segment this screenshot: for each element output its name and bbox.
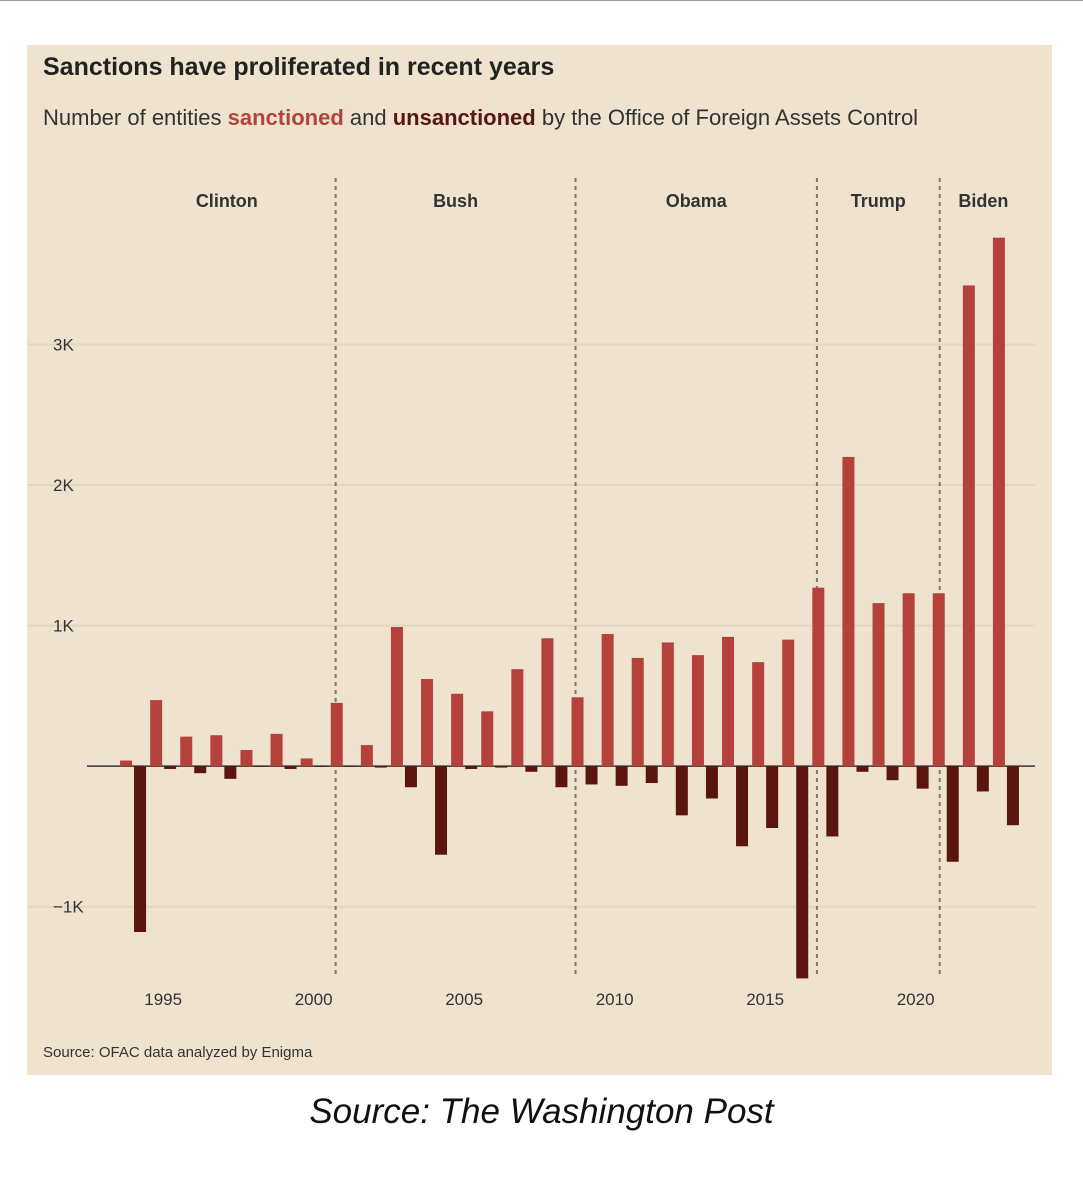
administration-label: Clinton [196,191,258,211]
bar-unsanctioned [585,766,598,785]
bar-sanctioned [571,697,584,767]
chart-subtitle: Number of entities sanctioned and unsanc… [43,101,993,134]
bar-sanctioned [752,662,765,767]
subtitle-unsanctioned-key: unsanctioned [392,105,536,130]
bar-unsanctioned [344,766,357,767]
bar-sanctioned [812,587,825,767]
bar-unsanctioned [916,766,929,789]
bar-sanctioned [150,700,163,767]
bar-unsanctioned [766,766,779,829]
bar-sanctioned [722,636,735,767]
subtitle-prefix: Number of entities [43,105,228,130]
bar-sanctioned [872,603,885,767]
bar-unsanctioned [615,766,628,786]
bar-unsanctioned [254,766,267,767]
bar-unsanctioned [314,766,327,767]
bar-sanctioned [511,669,524,767]
bar-unsanctioned [675,766,688,816]
bar-unsanctioned [284,766,297,769]
bar-unsanctioned [946,766,959,862]
bar-unsanctioned [404,766,417,788]
bar-sanctioned [992,237,1005,767]
bar-sanctioned [300,758,313,767]
y-tick-label: 3K [53,335,74,354]
y-tick-label: −1K [53,898,84,917]
x-tick-label: 1995 [144,990,182,1009]
bar-sanctioned [691,655,704,767]
subtitle-suffix: by the Office of Foreign Assets Control [535,105,919,130]
bar-unsanctioned [164,766,177,769]
source-note: Source: OFAC data analyzed by Enigma [43,1044,313,1061]
bar-sanctioned [661,642,674,767]
top-rule [0,0,1083,1]
x-tick-label: 2010 [596,990,634,1009]
bar-sanctioned [541,638,554,767]
bar-unsanctioned [194,766,207,774]
subtitle-middle: and [343,105,393,130]
bar-unsanctioned [886,766,899,781]
administration-label: Bush [433,191,478,211]
bar-sanctioned [421,679,434,767]
bar-unsanctioned [224,766,237,779]
bar-unsanctioned [465,766,478,769]
bar-unsanctioned [555,766,568,788]
image-caption: Source: The Washington Post [309,1092,774,1131]
subtitle-sanctioned-key: sanctioned [227,105,344,130]
bar-sanctioned [902,593,915,767]
bar-unsanctioned [645,766,658,784]
bar-sanctioned [240,749,253,767]
bar-unsanctioned [1006,766,1019,826]
bar-unsanctioned [976,766,989,792]
bar-sanctioned [360,745,373,767]
administration-label: Trump [851,191,906,211]
bar-sanctioned [120,760,133,767]
x-tick-label: 2000 [295,990,333,1009]
bar-unsanctioned [856,766,869,772]
bar-sanctioned [842,456,855,767]
bar-sanctioned [390,627,403,767]
bar-chart: −1K 1K 2K 3K Clinton Bush Obama Trump Biden 1995 2… [27,178,1035,1009]
bar-unsanctioned [796,766,809,979]
bar-sanctioned [270,733,283,767]
bar-sanctioned [962,285,975,767]
bar-unsanctioned [525,766,538,772]
bar-sanctioned [481,711,494,767]
bar-sanctioned [330,702,343,767]
bar-unsanctioned [826,766,839,837]
x-tick-label: 2020 [897,990,935,1009]
y-tick-label: 1K [53,617,74,636]
administration-label: Obama [666,191,728,211]
x-tick-label: 2015 [746,990,784,1009]
chart-card: Sanctions have proliferated in recent ye… [27,45,1052,1075]
bar-sanctioned [601,634,614,767]
bar-unsanctioned [134,766,147,933]
bar-unsanctioned [736,766,749,847]
chart-title: Sanctions have proliferated in recent ye… [43,53,555,81]
bar-sanctioned [210,735,223,767]
bar-sanctioned [631,657,644,767]
bar-unsanctioned [495,766,508,768]
bar-sanctioned [451,693,464,767]
bar-unsanctioned [435,766,448,855]
bar-sanctioned [180,736,193,767]
y-tick-label: 2K [53,476,74,495]
bar-unsanctioned [374,766,387,768]
administration-label: Biden [958,191,1008,211]
bar-unsanctioned [705,766,718,799]
bar-sanctioned [782,639,795,767]
bar-sanctioned [932,593,945,767]
x-tick-label: 2005 [445,990,483,1009]
